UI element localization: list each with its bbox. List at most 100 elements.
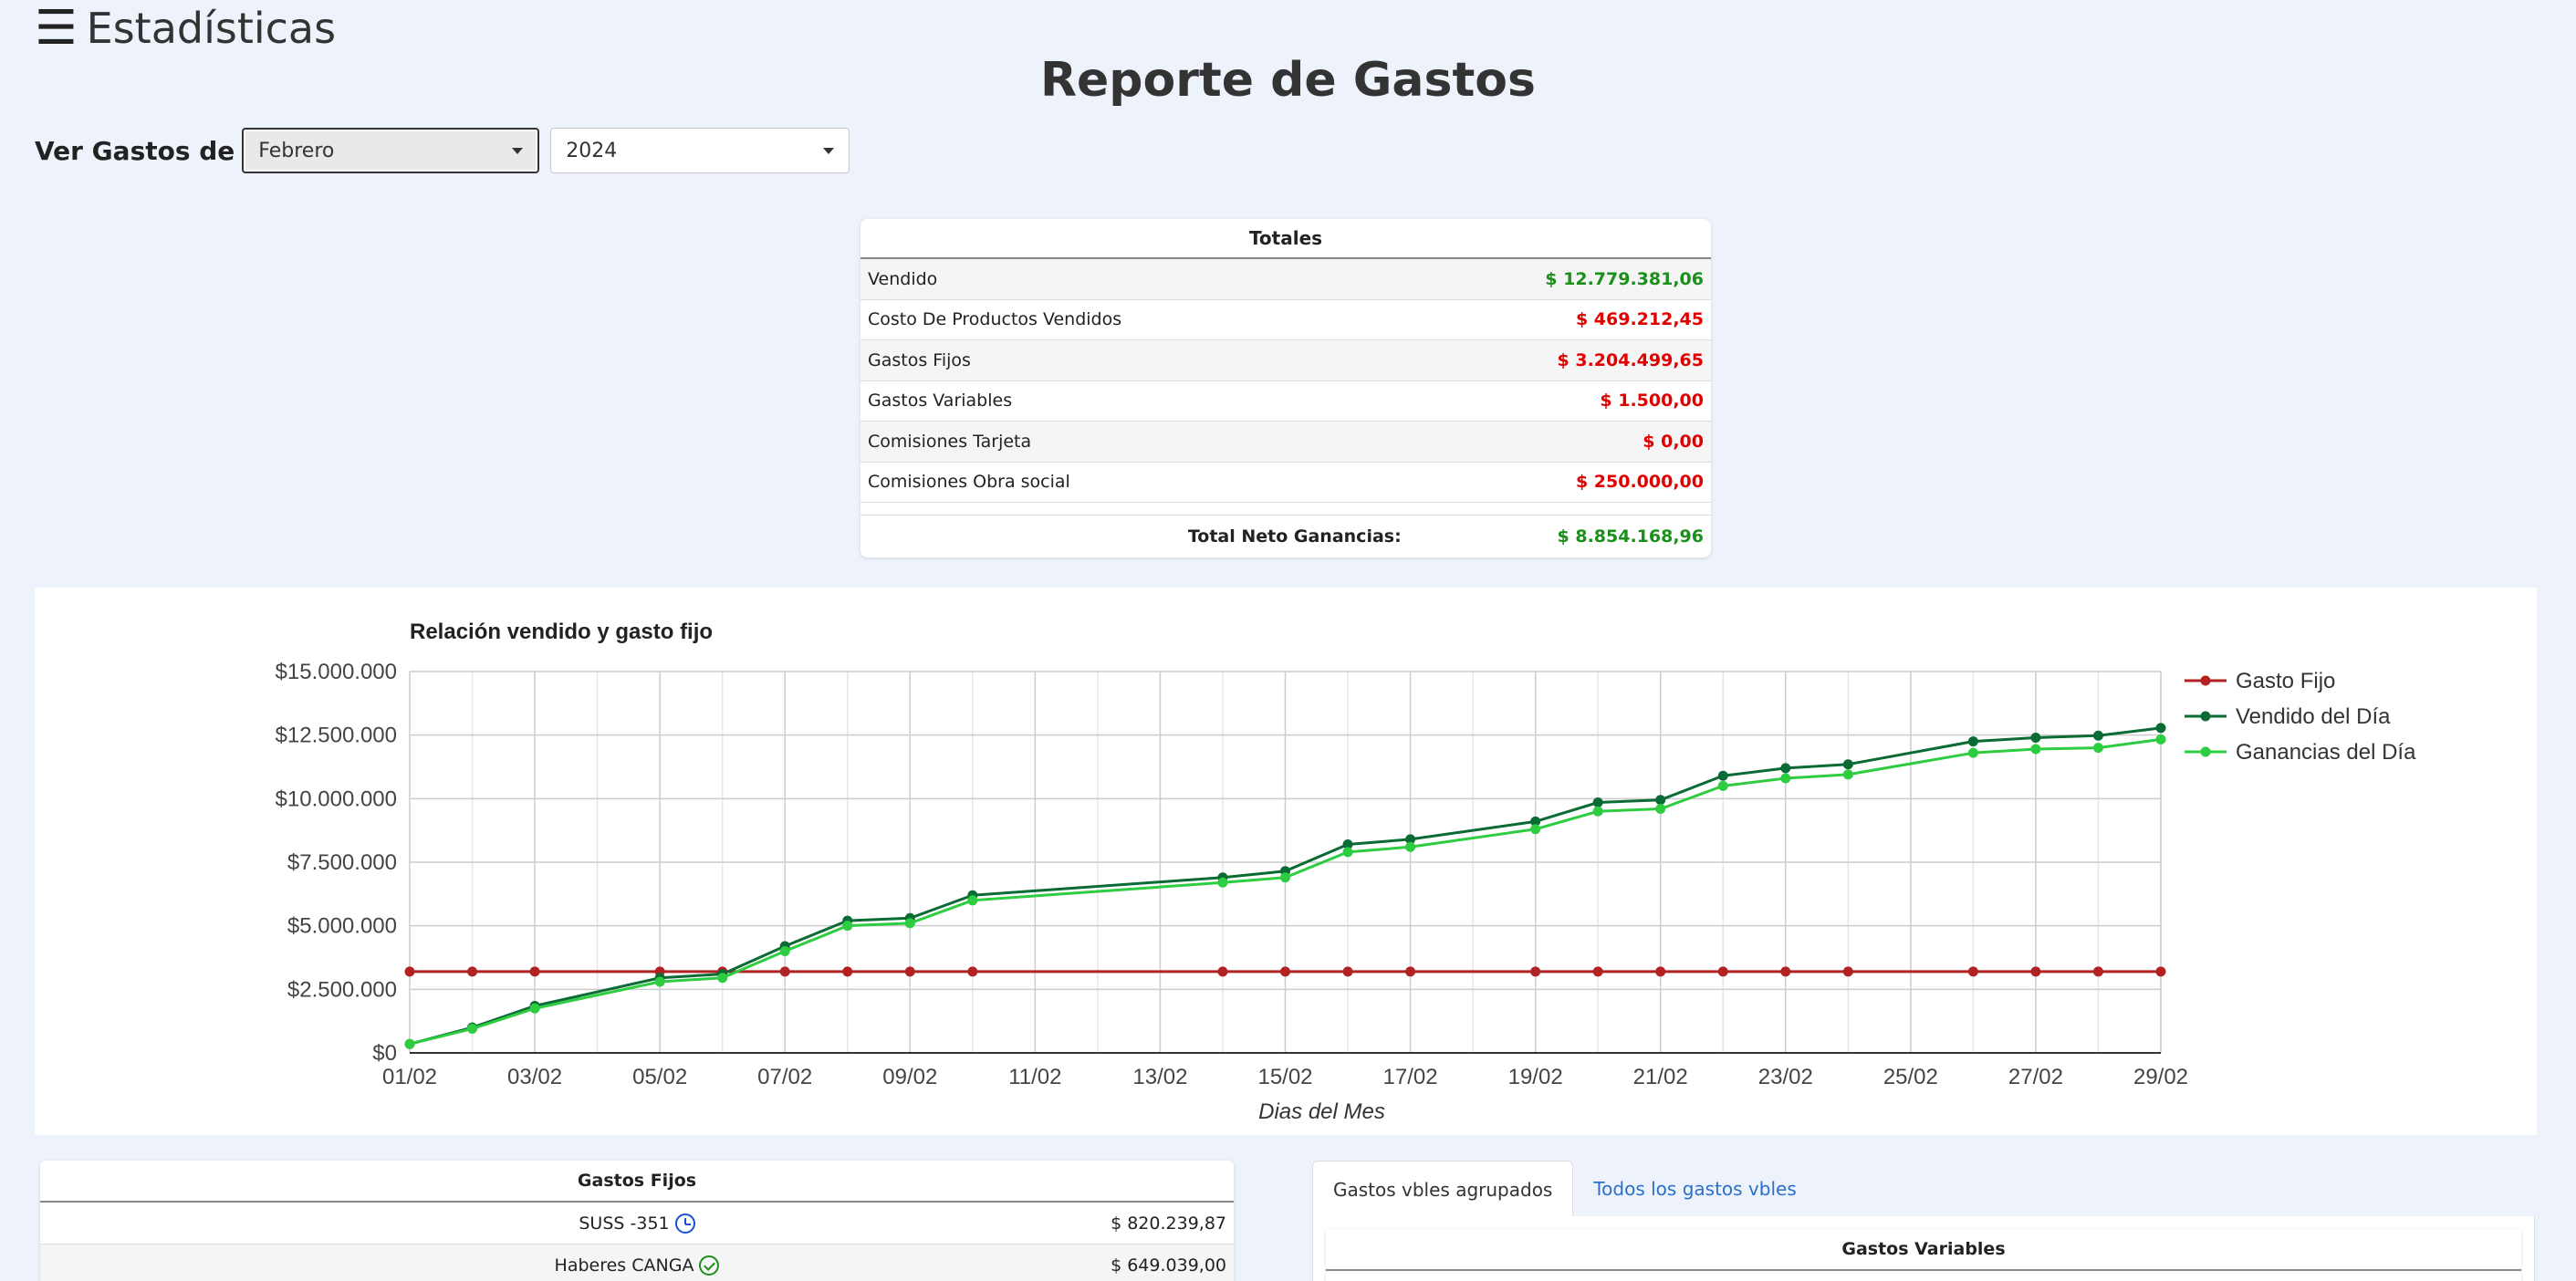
data-point[interactable] — [904, 918, 915, 929]
data-point[interactable] — [842, 921, 853, 932]
data-point[interactable] — [2155, 734, 2166, 745]
chevron-down-icon — [512, 147, 524, 154]
data-point[interactable] — [2155, 723, 2166, 734]
data-point[interactable] — [1405, 841, 1416, 852]
data-point[interactable] — [1780, 773, 1791, 784]
data-point[interactable] — [1967, 747, 1978, 758]
data-point[interactable] — [1592, 806, 1603, 817]
data-point[interactable] — [1342, 966, 1353, 977]
data-point[interactable] — [1342, 838, 1353, 849]
data-point[interactable] — [1280, 966, 1290, 977]
data-point[interactable] — [2092, 743, 2103, 754]
totals-row: Comisiones Obra social $ 250.000,00 — [860, 463, 1711, 503]
top-bar: ☰ Estadísticas — [35, 0, 336, 57]
totals-table: Totales Vendido $ 12.779.381,06 Costo De P… — [860, 219, 1711, 557]
data-point[interactable] — [404, 1038, 415, 1049]
x-tick-label: 07/02 — [757, 1065, 812, 1089]
gastos-variables-title: Gastos Variables — [1326, 1229, 2521, 1271]
data-point[interactable] — [1780, 763, 1791, 774]
data-point[interactable] — [1842, 759, 1853, 770]
month-select[interactable]: Febrero — [242, 128, 540, 173]
data-point[interactable] — [467, 1024, 478, 1035]
totals-row-value: $ 0,00 — [1643, 431, 1704, 452]
gastos-variables-panel: Gastos Variables — [1312, 1216, 2535, 1281]
data-point[interactable] — [467, 966, 478, 977]
data-point[interactable] — [717, 973, 728, 984]
data-point[interactable] — [1405, 966, 1416, 977]
year-select[interactable]: 2024 — [550, 128, 850, 173]
totals-spacer — [860, 503, 1711, 516]
data-point[interactable] — [2030, 744, 2041, 755]
data-point[interactable] — [1717, 780, 1728, 791]
data-point[interactable] — [1655, 795, 1666, 806]
x-tick-label: 03/02 — [507, 1065, 562, 1089]
filter-row: Ver Gastos de Febrero 2024 — [35, 128, 850, 173]
clock-icon[interactable] — [674, 1213, 695, 1234]
x-tick-label: 17/02 — [1383, 1065, 1438, 1089]
data-point[interactable] — [1717, 770, 1728, 781]
data-point[interactable] — [1842, 966, 1853, 977]
data-point[interactable] — [2030, 966, 2041, 977]
data-point[interactable] — [1217, 966, 1228, 977]
table-row: Haberes CANGA $ 649.039,00 — [40, 1245, 1234, 1281]
legend-label[interactable]: Gasto Fijo — [2236, 669, 2335, 693]
data-point[interactable] — [967, 895, 978, 906]
data-point[interactable] — [2092, 966, 2103, 977]
x-tick-label: 29/02 — [2133, 1065, 2188, 1089]
data-point[interactable] — [1655, 803, 1666, 814]
x-tick-label: 19/02 — [1508, 1065, 1563, 1089]
data-point[interactable] — [1217, 877, 1228, 888]
data-point[interactable] — [2155, 966, 2166, 977]
data-point[interactable] — [1967, 966, 1978, 977]
totals-row-value: $ 12.779.381,06 — [1545, 268, 1704, 289]
tab-todos-gastos[interactable]: Todos los gastos vbles — [1593, 1178, 1797, 1200]
x-axis-label: Dias del Mes — [1258, 1099, 1385, 1124]
data-point[interactable] — [1717, 966, 1728, 977]
data-point[interactable] — [1780, 966, 1791, 977]
legend-label[interactable]: Vendido del Día — [2236, 704, 2391, 729]
data-point[interactable] — [1530, 966, 1541, 977]
tab-gastos-agrupados[interactable]: Gastos vbles agrupados — [1312, 1161, 1574, 1217]
data-point[interactable] — [967, 966, 978, 977]
data-point[interactable] — [1280, 872, 1290, 883]
data-point[interactable] — [1342, 847, 1353, 858]
data-point[interactable] — [529, 966, 540, 977]
totals-row: Gastos Fijos $ 3.204.499,65 — [860, 340, 1711, 381]
hamburger-icon[interactable]: ☰ — [35, 1, 78, 56]
y-tick-label: $5.000.000 — [287, 914, 397, 939]
totals-row-label: Gastos Variables — [868, 391, 1013, 411]
data-point[interactable] — [1592, 966, 1603, 977]
x-tick-label: 15/02 — [1257, 1065, 1312, 1089]
data-point[interactable] — [1967, 736, 1978, 747]
chart-title: Relación vendido y gasto fijo — [410, 620, 713, 644]
data-point[interactable] — [842, 966, 853, 977]
x-tick-label: 13/02 — [1132, 1065, 1187, 1089]
totals-row: Gastos Variables $ 1.500,00 — [860, 381, 1711, 422]
data-point[interactable] — [779, 946, 790, 957]
data-point[interactable] — [1592, 797, 1603, 808]
data-point[interactable] — [1842, 769, 1853, 780]
check-circle-icon[interactable] — [699, 1255, 720, 1276]
gastos-fijos-table: Gastos Fijos SUSS -351 $ 820.239,87 Habere… — [40, 1161, 1234, 1281]
tabs: Gastos vbles agrupados Todos los gastos v… — [1312, 1161, 1817, 1217]
y-tick-label: $2.500.000 — [287, 977, 397, 1002]
data-point[interactable] — [1530, 816, 1541, 827]
legend-label[interactable]: Ganancias del Día — [2236, 740, 2416, 765]
totals-row-label: Comisiones Obra social — [868, 472, 1070, 493]
data-point[interactable] — [1655, 966, 1666, 977]
data-point[interactable] — [904, 966, 915, 977]
totals-row: Comisiones Tarjeta $ 0,00 — [860, 422, 1711, 463]
gasto-fijo-name-cell: SUSS -351 — [47, 1213, 953, 1234]
data-point[interactable] — [529, 1003, 540, 1014]
gasto-fijo-amount: $ 649.039,00 — [1111, 1255, 1226, 1276]
totals-row-label: Vendido — [868, 268, 938, 289]
data-point[interactable] — [779, 966, 790, 977]
data-point[interactable] — [2092, 730, 2103, 741]
data-point[interactable] — [2030, 732, 2041, 743]
data-point[interactable] — [1530, 824, 1541, 835]
chart-card: $0 $2.500.000 $5.000.000 $7.500.000 $10.000.… — [35, 588, 2537, 1135]
totals-row: Vendido $ 12.779.381,06 — [860, 259, 1711, 300]
data-point[interactable] — [1405, 834, 1416, 845]
data-point[interactable] — [654, 976, 665, 987]
data-point[interactable] — [404, 966, 415, 977]
